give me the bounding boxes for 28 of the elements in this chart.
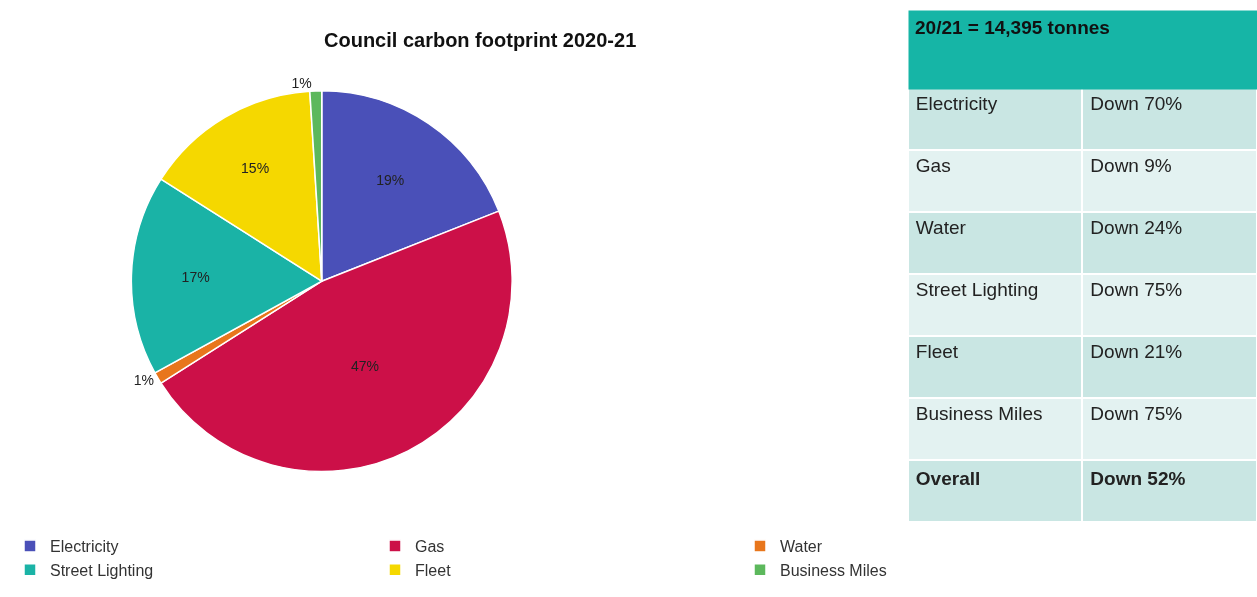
legend-label: Electricity (50, 538, 119, 556)
chart-title: Council carbon footprint 2020-21 (324, 29, 637, 51)
text: Down 75% (1090, 403, 1183, 425)
text: Fleet (915, 341, 959, 363)
text: Street Lighting (915, 279, 1039, 301)
text: Overall (915, 468, 981, 489)
data-label: 19% (376, 172, 405, 189)
text: Down 52% (1090, 468, 1186, 489)
text: Down 75% (1090, 279, 1183, 301)
text: Gas (915, 155, 951, 177)
legend-label: Gas (415, 538, 445, 556)
text: Water (915, 217, 967, 239)
legend-label: Water (780, 538, 823, 556)
data-label: 15% (241, 160, 270, 177)
text: Electricity (915, 93, 998, 115)
data-label: 47% (351, 358, 380, 375)
legend-label: Business Miles (780, 561, 887, 579)
text: Down 21% (1090, 341, 1183, 363)
text: Down 24% (1090, 217, 1183, 239)
text: Down 9% (1090, 155, 1172, 177)
data-label: 1% (133, 372, 154, 389)
data-label: 17% (181, 269, 210, 286)
text: Business Miles (915, 403, 1043, 425)
data-label: 1% (291, 74, 312, 91)
legend-label: Fleet (415, 561, 452, 579)
legend-label: Street Lighting (50, 561, 154, 579)
text: 20/21 = 14,395 tonnes (915, 17, 1110, 38)
text: Down 70% (1090, 93, 1183, 115)
